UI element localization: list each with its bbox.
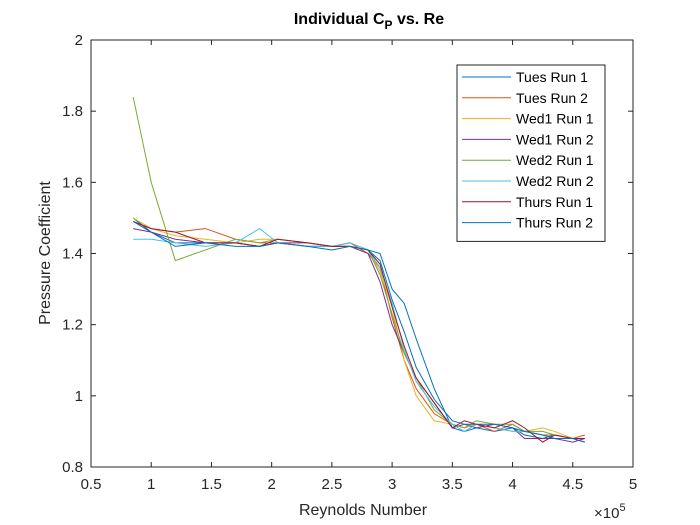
y-axis-label: Pressure Coefficient [37, 181, 54, 325]
axes-layer: 0.5 1 1.5 2 2.5 3 3.5 4 4.5 5 0.8 1 1.2 1.4 1.6 1.8 2 [62, 32, 637, 493]
y-tick-label: 1.2 [62, 317, 83, 334]
x-tick-label: 1.5 [201, 476, 222, 493]
y-tick-label: 1.6 [62, 174, 83, 191]
x-tick-label: 3.5 [442, 476, 463, 493]
chart-title-subscript: P [385, 18, 393, 32]
chart-title-suffix: vs. Re [393, 11, 445, 28]
x-axis-multiplier-exponent: 5 [619, 502, 625, 514]
legend-label-6: Wed2 Run 2 [516, 173, 594, 189]
x-tick-label: 4.5 [562, 476, 583, 493]
series-line-7 [132, 221, 585, 443]
legend-label-7: Thurs Run 1 [516, 194, 593, 210]
legend-label-5: Wed2 Run 1 [516, 152, 594, 168]
series-layer [132, 96, 585, 443]
y-tick-label: 1.8 [62, 103, 83, 120]
y-tick-label: 2 [75, 32, 83, 49]
x-tick-label: 2.5 [321, 476, 342, 493]
x-tick-label: 3 [388, 476, 396, 493]
legend-label-2: Tues Run 2 [516, 90, 588, 106]
x-tick-label: 1 [147, 476, 155, 493]
x-axis-multiplier: ×105 [594, 502, 626, 522]
chart-title: Individual CP vs. Re [294, 11, 444, 32]
series-line-5 [132, 96, 585, 440]
legend-box [456, 64, 606, 242]
x-tick-label: 0.5 [81, 476, 102, 493]
legend-label-1: Tues Run 1 [516, 69, 588, 85]
legend-label-8: Thurs Run 2 [516, 215, 593, 231]
series-line-8 [132, 221, 585, 443]
y-tick-label: 0.8 [62, 459, 83, 476]
x-axis-label: Reynolds Number [299, 502, 428, 519]
x-tick-label: 2 [267, 476, 275, 493]
legend[interactable]: Tues Run 1 Tues Run 2 Wed1 Run 1 Wed1 Run 2… [456, 64, 606, 242]
y-tick-label: 1 [75, 388, 83, 405]
x-tick-label: 5 [629, 476, 637, 493]
y-tick-label: 1.4 [62, 246, 83, 263]
legend-label-4: Wed1 Run 2 [516, 131, 594, 147]
legend-label-3: Wed1 Run 1 [516, 111, 594, 127]
x-tick-label: 4 [508, 476, 516, 493]
